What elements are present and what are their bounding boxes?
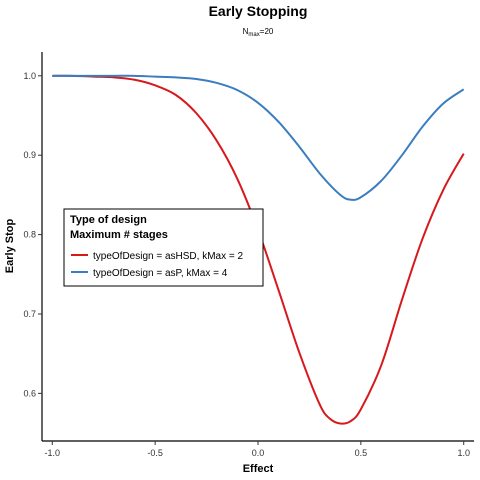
- subtitle-rest: =20: [260, 27, 274, 36]
- subtitle-subscript: max: [248, 32, 259, 38]
- legend-label-series-2: typeOfDesign = asP, kMax = 4: [93, 268, 228, 279]
- series-lines: [52, 74, 465, 425]
- y-tick-label: 1.0: [23, 71, 36, 81]
- subtitle-base: N: [243, 27, 249, 36]
- x-axis-title: Effect: [243, 463, 274, 475]
- x-tick-label: 0.0: [252, 448, 265, 458]
- y-tick-label: 0.8: [23, 230, 36, 240]
- series-line-2: [52, 74, 465, 201]
- y-axis-title: Early Stop: [4, 219, 16, 274]
- series-line-1: [52, 74, 465, 425]
- legend-title-line-1: Type of design: [70, 214, 147, 226]
- x-tick-label: 0.5: [355, 448, 368, 458]
- x-tick-label: -0.5: [147, 448, 163, 458]
- legend: Type of design Maximum # stages typeOfDe…: [63, 208, 264, 287]
- legend-title-line-2: Maximum # stages: [70, 229, 168, 241]
- chart-subtitle: Nmax=20: [243, 27, 274, 38]
- legend-box: [63, 208, 264, 287]
- y-tick-label: 0.7: [23, 309, 36, 319]
- axis-ticks: -1.0 -0.5 0.0 0.5 1.0 0.6 0.7 0.8 0.9 1.0: [23, 71, 469, 458]
- x-tick-label: 1.0: [457, 448, 470, 458]
- legend-label-series-1: typeOfDesign = asHSD, kMax = 2: [93, 251, 244, 262]
- y-tick-label: 0.9: [23, 150, 36, 160]
- y-tick-label: 0.6: [23, 388, 36, 398]
- chart-title: Early Stopping: [209, 3, 308, 19]
- x-tick-label: -1.0: [45, 448, 61, 458]
